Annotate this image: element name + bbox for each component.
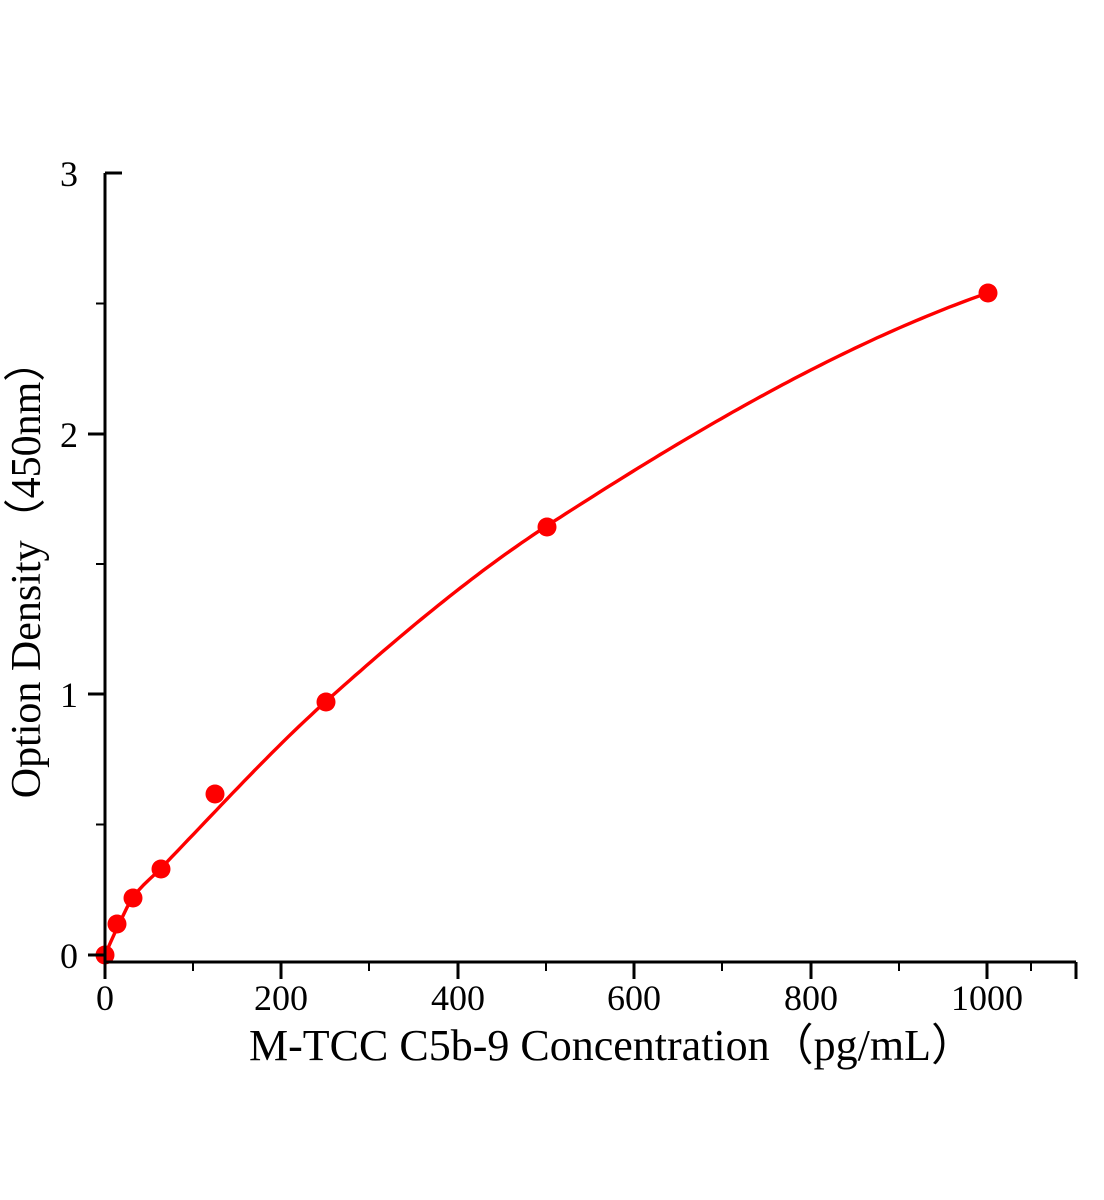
svg-text:3: 3 <box>60 154 78 194</box>
svg-text:600: 600 <box>607 978 661 1018</box>
svg-text:800: 800 <box>784 978 838 1018</box>
svg-text:2: 2 <box>60 415 78 455</box>
svg-text:M-TCC C5b-9 Concentration（pg/m: M-TCC C5b-9 Concentration（pg/mL） <box>249 1021 975 1070</box>
svg-text:0: 0 <box>96 978 114 1018</box>
svg-text:200: 200 <box>254 978 308 1018</box>
svg-text:400: 400 <box>431 978 485 1018</box>
svg-text:Option Density（450nm）: Option Density（450nm） <box>4 340 50 799</box>
svg-text:1000: 1000 <box>951 978 1023 1018</box>
svg-text:0: 0 <box>60 936 78 976</box>
svg-text:1: 1 <box>60 675 78 715</box>
